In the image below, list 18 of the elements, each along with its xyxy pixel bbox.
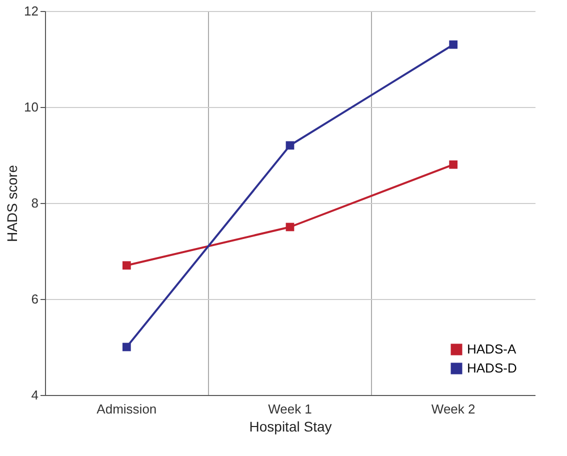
y-tick-label: 4	[31, 388, 38, 402]
point	[449, 160, 458, 169]
point	[122, 342, 131, 352]
x-tick-label: Admission	[96, 402, 157, 416]
legend-label: HADS-A	[467, 342, 516, 356]
x-tick-label: Week 1	[268, 402, 312, 416]
x-axis-title: Hospital Stay	[249, 418, 332, 434]
point	[449, 40, 458, 49]
point	[286, 222, 294, 232]
y-tick-label: 12	[24, 4, 38, 18]
point	[286, 141, 294, 150]
point	[122, 261, 131, 270]
y-axis-title: HADS score	[4, 164, 20, 242]
legend-label: HADS-D	[467, 360, 517, 376]
y-tick-label: 10	[24, 100, 38, 114]
x-tick-label: Week 2	[431, 402, 476, 416]
y-tick-label: 8	[31, 196, 38, 210]
y-tick-label: 6	[31, 292, 38, 306]
